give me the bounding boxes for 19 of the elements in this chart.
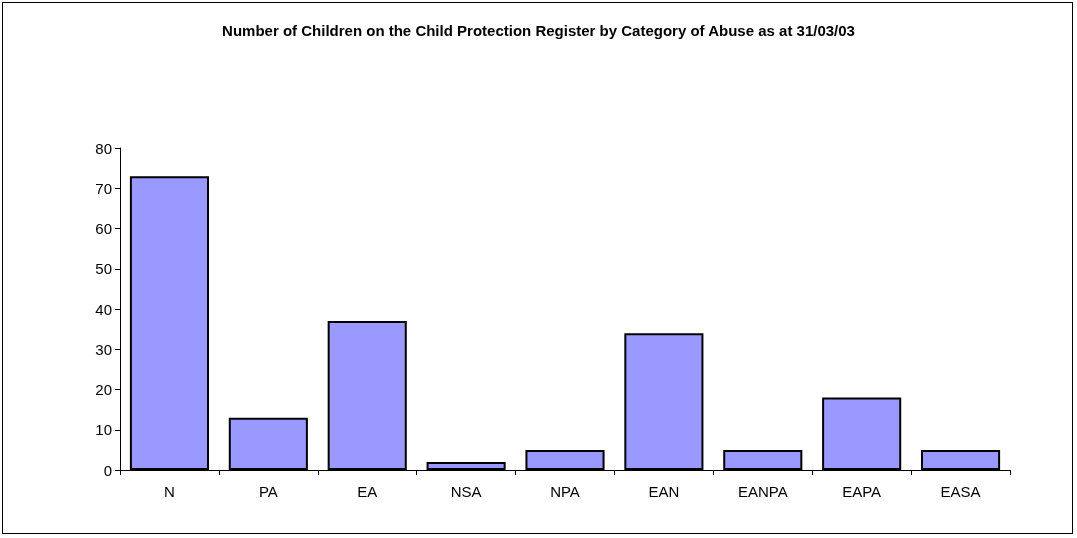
x-tick-label: EAN bbox=[648, 483, 680, 500]
y-tick-label: 20 bbox=[95, 381, 112, 398]
y-tick-label: 80 bbox=[95, 139, 112, 157]
y-tick-label: 40 bbox=[95, 300, 112, 318]
chart-title: Number of Children on the Child Protection Register by Category of Abuse as at 31/03/03 bbox=[222, 21, 855, 39]
y-tick-label: 50 bbox=[95, 260, 112, 278]
y-tick-label: 60 bbox=[95, 220, 112, 237]
x-tick-label: EANPA bbox=[737, 483, 788, 500]
y-tick-label: 70 bbox=[95, 179, 112, 197]
x-tick-label: PA bbox=[258, 483, 278, 500]
x-tick-label: EAPA bbox=[842, 483, 882, 500]
x-tick-label: NPA bbox=[550, 483, 580, 500]
x-tick-label: NSA bbox=[450, 483, 482, 500]
x-tick-label: EA bbox=[357, 483, 378, 500]
y-tick-label: 30 bbox=[95, 340, 112, 358]
x-tick-label: EASA bbox=[940, 483, 981, 500]
y-tick-label: 0 bbox=[103, 461, 112, 479]
y-tick-label: 10 bbox=[95, 421, 112, 439]
x-tick-label: N bbox=[164, 483, 175, 500]
